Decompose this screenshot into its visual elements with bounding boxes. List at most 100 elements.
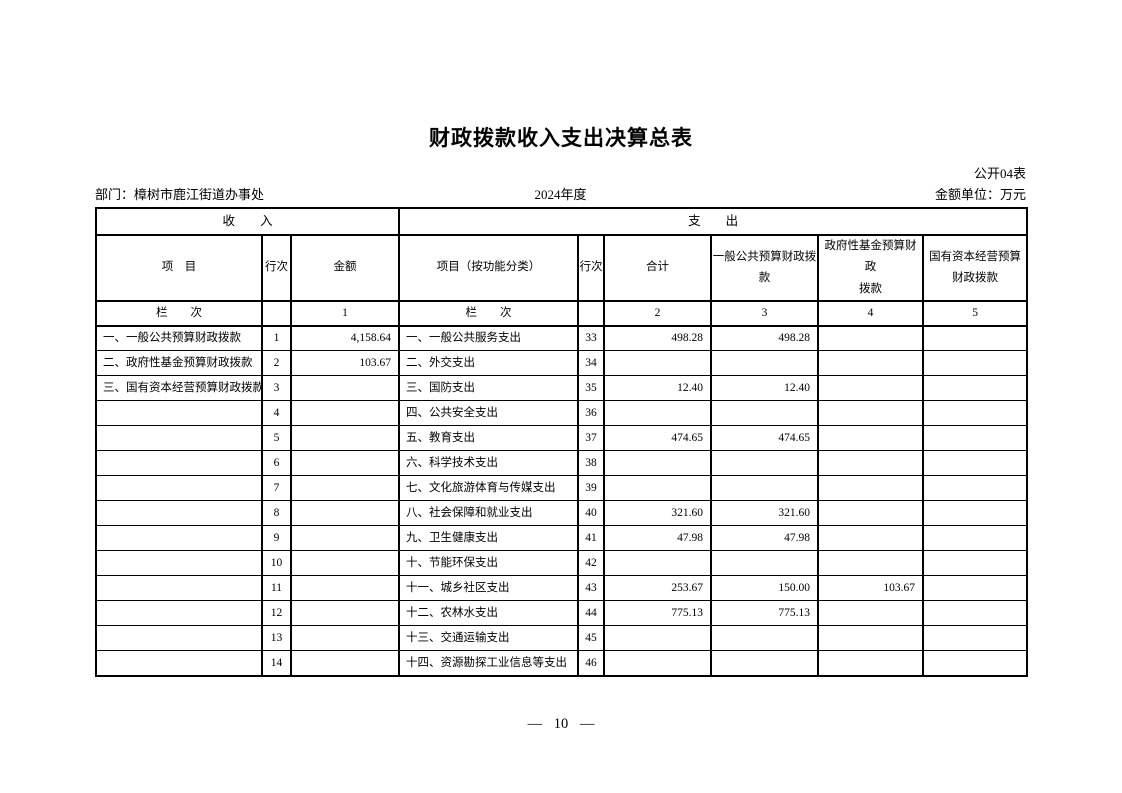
page-title: 财政拨款收入支出决算总表 — [429, 127, 693, 150]
expense-general-budget-cell — [710, 475, 820, 502]
expense-general-budget-cell: 498.28 — [710, 325, 820, 352]
expense-item-cell: 二、外交支出 — [398, 350, 580, 377]
col-index-income-amount: 1 — [289, 300, 401, 327]
income-rowno-cell: 6 — [261, 450, 292, 477]
expense-rowno-cell: 38 — [577, 450, 606, 477]
expense-total-cell — [603, 475, 713, 502]
page-number: — 10 — — [527, 716, 595, 732]
income-rowno-cell: 12 — [261, 600, 292, 627]
table-row: 一、一般公共预算财政拨款 1 4,158.64 一、一般公共服务支出 33 49… — [95, 325, 1029, 352]
expense-total-cell: 12.40 — [603, 375, 713, 402]
income-amount-cell — [289, 575, 401, 602]
expense-total-cell — [603, 550, 713, 577]
expense-state-capital-cell — [922, 525, 1029, 552]
income-item-cell — [95, 625, 263, 652]
income-amount-cell — [289, 425, 401, 452]
expense-general-budget-cell: 150.00 — [710, 575, 820, 602]
income-rowno-cell: 11 — [261, 575, 292, 602]
income-rowno-cell: 5 — [261, 425, 292, 452]
expense-total-cell: 47.98 — [603, 525, 713, 552]
expense-gov-fund-cell — [817, 550, 925, 577]
expense-state-capital-cell — [922, 625, 1029, 652]
expense-general-budget-cell — [710, 400, 820, 427]
expense-state-capital-cell — [922, 475, 1029, 502]
table-row: 7 七、文化旅游体育与传媒支出 39 — [95, 475, 1029, 502]
expense-rowno-cell: 39 — [577, 475, 606, 502]
expense-item-cell: 十一、城乡社区支出 — [398, 575, 580, 602]
expense-rowno-cell: 45 — [577, 625, 606, 652]
expense-state-capital-cell — [922, 600, 1029, 627]
meta-line: 部门：樟树市鹿江街道办事处 2024年度 金额单位：万元 — [95, 184, 1026, 203]
expense-total-cell — [603, 450, 713, 477]
col-header-income-amount: 金额 — [289, 234, 401, 302]
income-rowno-cell: 10 — [261, 550, 292, 577]
expense-gov-fund-cell — [817, 350, 925, 377]
income-item-cell — [95, 450, 263, 477]
table-row: 10 十、节能环保支出 42 — [95, 550, 1029, 577]
column-header-row: 项 目 行次 金额 项目（按功能分类） 行次 合计 一般公共预算财政拨 款 政府… — [95, 234, 1029, 302]
expense-state-capital-cell — [922, 500, 1029, 527]
expense-rowno-cell: 36 — [577, 400, 606, 427]
income-item-cell — [95, 525, 263, 552]
expense-total-cell — [603, 400, 713, 427]
expense-rowno-cell: 44 — [577, 600, 606, 627]
income-amount-cell — [289, 550, 401, 577]
table-row: 14 十四、资源勘探工业信息等支出 46 — [95, 650, 1029, 677]
expense-state-capital-cell — [922, 325, 1029, 352]
expense-gov-fund-cell — [817, 500, 925, 527]
expense-rowno-cell: 42 — [577, 550, 606, 577]
expense-item-cell: 三、国防支出 — [398, 375, 580, 402]
income-item-cell — [95, 400, 263, 427]
income-rowno-cell: 13 — [261, 625, 292, 652]
expense-item-cell: 九、卫生健康支出 — [398, 525, 580, 552]
income-amount-cell — [289, 400, 401, 427]
expense-item-cell: 十三、交通运输支出 — [398, 625, 580, 652]
table-row: 12 十二、农林水支出 44 775.13 775.13 — [95, 600, 1029, 627]
expense-item-cell: 十四、资源勘探工业信息等支出 — [398, 650, 580, 677]
expense-state-capital-cell — [922, 350, 1029, 377]
expense-gov-fund-cell — [817, 425, 925, 452]
income-item-cell — [95, 650, 263, 677]
expense-gov-fund-cell — [817, 650, 925, 677]
income-amount-cell: 4,158.64 — [289, 325, 401, 352]
expense-state-capital-cell — [922, 575, 1029, 602]
income-amount-cell — [289, 525, 401, 552]
expense-item-cell: 十、节能环保支出 — [398, 550, 580, 577]
expense-gov-fund-cell — [817, 525, 925, 552]
expense-general-budget-cell: 474.65 — [710, 425, 820, 452]
col-index-fund: 4 — [817, 300, 925, 327]
col-index-total: 2 — [603, 300, 713, 327]
expense-rowno-cell: 41 — [577, 525, 606, 552]
income-amount-cell — [289, 650, 401, 677]
col-header-total: 合计 — [603, 234, 713, 302]
expense-total-cell — [603, 350, 713, 377]
column-index-row: 栏 次 1 栏 次 2 3 4 5 — [95, 300, 1029, 327]
expense-total-cell — [603, 625, 713, 652]
expense-item-cell: 一、一般公共服务支出 — [398, 325, 580, 352]
table-row: 9 九、卫生健康支出 41 47.98 47.98 — [95, 525, 1029, 552]
expense-rowno-cell: 34 — [577, 350, 606, 377]
income-rowno-cell: 1 — [261, 325, 292, 352]
expense-general-budget-cell: 775.13 — [710, 600, 820, 627]
expense-item-cell: 七、文化旅游体育与传媒支出 — [398, 475, 580, 502]
col-index-capital: 5 — [922, 300, 1029, 327]
expense-item-cell: 四、公共安全支出 — [398, 400, 580, 427]
expense-gov-fund-cell — [817, 400, 925, 427]
expense-rowno-cell: 33 — [577, 325, 606, 352]
expense-total-cell: 474.65 — [603, 425, 713, 452]
col-index-income-rowno — [261, 300, 292, 327]
col-header-expense-rowno: 行次 — [577, 234, 606, 302]
table-code: 公开04表 — [973, 166, 1026, 181]
expense-item-cell: 五、教育支出 — [398, 425, 580, 452]
section-header-row: 收 入 支 出 — [94, 207, 1029, 236]
expense-total-cell — [603, 650, 713, 677]
income-amount-cell — [289, 625, 401, 652]
table-row: 二、政府性基金预算财政拨款 2 103.67 二、外交支出 34 — [95, 350, 1029, 377]
income-section-header: 收 入 — [94, 207, 401, 236]
department-label: 部门：樟树市鹿江街道办事处 — [95, 187, 265, 202]
income-amount-cell — [289, 450, 401, 477]
expense-gov-fund-cell — [817, 625, 925, 652]
table-row: 三、国有资本经营预算财政拨款 3 三、国防支出 35 12.40 12.40 — [95, 375, 1029, 402]
income-item-cell — [95, 550, 263, 577]
